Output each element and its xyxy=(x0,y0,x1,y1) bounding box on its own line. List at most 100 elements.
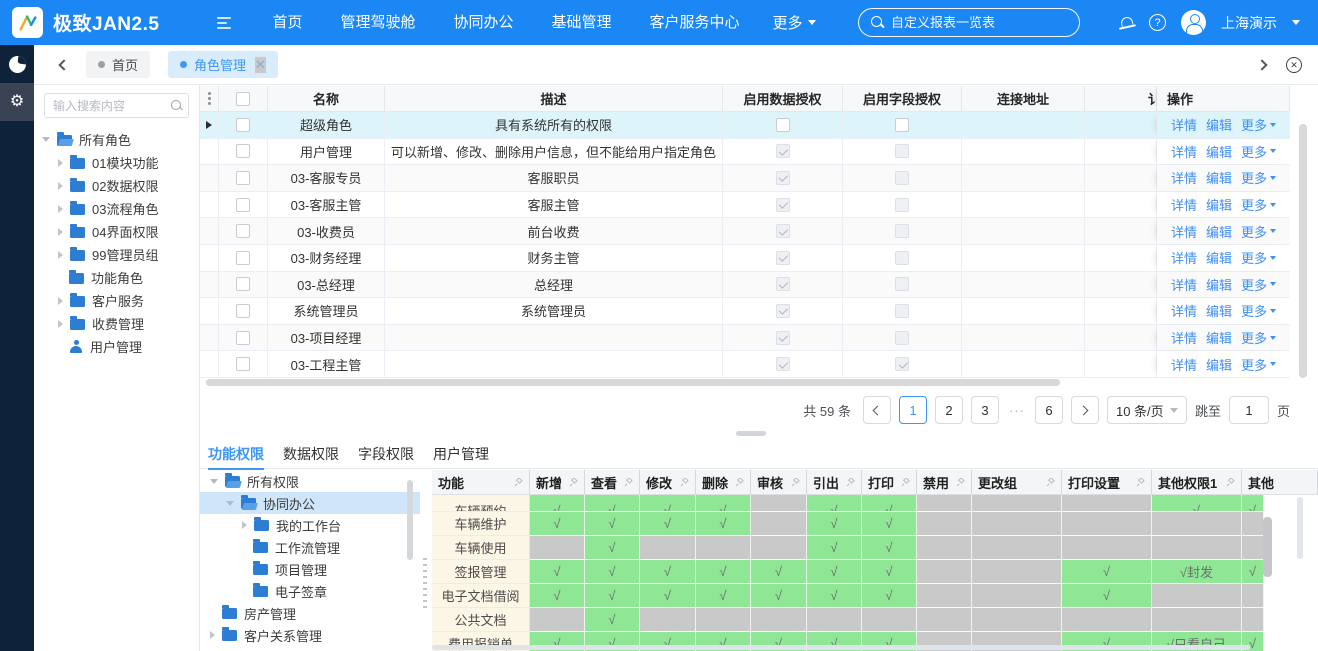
select-all-checkbox[interactable] xyxy=(236,91,250,106)
perm-cell[interactable]: √ xyxy=(807,536,862,560)
pin-icon[interactable] xyxy=(514,477,523,487)
mcol-print-setting[interactable]: 打印设置 xyxy=(1062,470,1152,494)
detail-link[interactable]: 详情 xyxy=(1170,224,1197,240)
perm-cell[interactable]: √ xyxy=(530,584,585,608)
page-button-2[interactable]: 2 xyxy=(934,396,963,424)
col-field-auth[interactable]: 启用字段授权 xyxy=(843,86,962,111)
perm-cell[interactable] xyxy=(917,560,972,584)
matrix-row[interactable]: 车辆使用 √ √ √ xyxy=(432,536,1318,560)
row-checkbox[interactable] xyxy=(236,224,250,239)
detail-link[interactable]: 详情 xyxy=(1170,304,1197,320)
detail-link[interactable]: 详情 xyxy=(1170,144,1197,160)
mcol-audit[interactable]: 审核 xyxy=(751,470,807,494)
more-link[interactable]: 更多 xyxy=(1241,248,1277,267)
pin-icon[interactable] xyxy=(1046,477,1055,487)
perm-tree-scrollbar[interactable] xyxy=(407,480,413,560)
perm-cell[interactable] xyxy=(917,608,972,632)
row-checkbox[interactable] xyxy=(236,170,250,185)
perm-cell[interactable]: √ xyxy=(862,536,917,560)
perm-cell[interactable] xyxy=(530,536,585,560)
col-name[interactable]: 名称 xyxy=(268,86,385,111)
perm-cell[interactable]: √ xyxy=(640,560,696,584)
caret-right-icon[interactable] xyxy=(58,250,63,259)
edit-link[interactable]: 编辑 xyxy=(1205,198,1232,214)
tree-item-user-mgmt[interactable]: 用户管理 xyxy=(34,335,199,358)
detail-link[interactable]: 详情 xyxy=(1170,251,1197,267)
help-icon[interactable]: ? xyxy=(1149,14,1166,31)
perm-cell[interactable]: √ xyxy=(862,512,917,536)
perm-cell[interactable] xyxy=(1062,512,1152,536)
caret-right-icon[interactable] xyxy=(58,181,63,190)
matrix-vertical-scrollbar[interactable] xyxy=(1263,517,1272,577)
mcol-modify[interactable]: 修改 xyxy=(640,470,696,494)
mcol-delete[interactable]: 删除 xyxy=(696,470,751,494)
perm-tree-esign[interactable]: 电子签章 xyxy=(200,580,420,602)
tree-search-box[interactable] xyxy=(44,93,189,118)
tab-close-icon[interactable]: ✕ xyxy=(255,56,266,73)
user-name[interactable]: 上海演示 xyxy=(1221,14,1277,31)
perm-cell[interactable]: √ xyxy=(807,560,862,584)
pin-icon[interactable] xyxy=(956,477,965,487)
mcol-view[interactable]: 查看 xyxy=(585,470,640,494)
pin-icon[interactable] xyxy=(569,477,578,487)
rail-reports-button[interactable] xyxy=(0,45,34,83)
tab-data-perm[interactable]: 数据权限 xyxy=(283,446,339,462)
row-checkbox[interactable] xyxy=(236,117,250,132)
perm-cell[interactable] xyxy=(1242,512,1264,536)
matrix-row[interactable]: 签报管理 √ √ √ √ √ √ √ √ √封发 √ xyxy=(432,560,1318,584)
more-link[interactable]: 更多 xyxy=(1241,275,1277,294)
perm-cell[interactable]: √ xyxy=(585,512,640,536)
perm-cell[interactable] xyxy=(1152,536,1242,560)
row-checkbox[interactable] xyxy=(236,330,250,345)
close-all-tabs-icon[interactable]: ✕ xyxy=(1286,57,1302,73)
more-link[interactable]: 更多 xyxy=(1241,301,1277,320)
detail-link[interactable]: 详情 xyxy=(1170,171,1197,187)
pin-icon[interactable] xyxy=(791,477,800,487)
detail-link[interactable]: 详情 xyxy=(1170,331,1197,347)
mcol-change-group[interactable]: 更改组 xyxy=(972,470,1062,494)
mcol-other-perm2[interactable]: 其他 xyxy=(1242,470,1318,494)
edit-link[interactable]: 编辑 xyxy=(1205,331,1232,347)
row-checkbox[interactable] xyxy=(236,277,250,292)
column-menu-handle[interactable] xyxy=(200,86,219,111)
pin-icon[interactable] xyxy=(624,477,633,487)
perm-cell[interactable]: √ xyxy=(751,584,807,608)
more-link[interactable]: 更多 xyxy=(1241,355,1277,374)
perm-cell[interactable] xyxy=(1152,608,1242,632)
page-tab-role-mgmt[interactable]: 角色管理 ✕ xyxy=(168,51,278,78)
perm-cell[interactable]: √ xyxy=(640,584,696,608)
edit-link[interactable]: 编辑 xyxy=(1205,357,1232,373)
edit-link[interactable]: 编辑 xyxy=(1205,144,1232,160)
perm-panel-divider[interactable] xyxy=(420,470,432,651)
edit-link[interactable]: 编辑 xyxy=(1205,251,1232,267)
prev-page-button[interactable] xyxy=(862,396,891,424)
table-row[interactable]: 03-总经理 总经理 详情 编辑 更多 xyxy=(200,271,1290,299)
matrix-row[interactable]: 车辆预约 √ √ √ √ √ √ √ √ xyxy=(432,495,1318,512)
notification-icon[interactable] xyxy=(1119,15,1135,31)
perm-cell[interactable]: √ xyxy=(585,495,640,512)
perm-cell[interactable]: √ xyxy=(1062,584,1152,608)
pin-icon[interactable] xyxy=(1226,477,1235,487)
perm-cell[interactable]: √ xyxy=(696,512,751,536)
table-row[interactable]: 超级角色 具有系统所有的权限 详情 编辑 更多 xyxy=(200,112,1290,139)
perm-cell[interactable] xyxy=(972,512,1062,536)
matrix-horizontal-scrollbar[interactable] xyxy=(432,645,1250,650)
global-search-input[interactable] xyxy=(891,15,1051,30)
next-page-button[interactable] xyxy=(1070,396,1099,424)
field-auth-checkbox[interactable] xyxy=(895,117,909,132)
perm-cell[interactable] xyxy=(1152,584,1242,608)
perm-cell[interactable]: √ xyxy=(862,560,917,584)
col-desc[interactable]: 描述 xyxy=(385,86,723,111)
mcol-export[interactable]: 引出 xyxy=(807,470,862,494)
caret-right-icon[interactable] xyxy=(58,296,63,305)
perm-cell[interactable] xyxy=(751,512,807,536)
perm-cell[interactable] xyxy=(917,495,972,512)
tree-search-input[interactable] xyxy=(53,98,165,113)
user-avatar[interactable] xyxy=(1181,10,1206,35)
table-row[interactable]: 用户管理 可以新增、修改、删除用户信息，但不能给用户指定角色 详情 编辑 更多 xyxy=(200,138,1290,166)
page-tab-home[interactable]: 首页 xyxy=(86,51,151,78)
mcol-other-perm1[interactable]: 其他权限1 xyxy=(1152,470,1242,494)
page-button-1[interactable]: 1 xyxy=(898,396,927,424)
perm-cell[interactable] xyxy=(1062,536,1152,560)
perm-cell[interactable] xyxy=(696,536,751,560)
